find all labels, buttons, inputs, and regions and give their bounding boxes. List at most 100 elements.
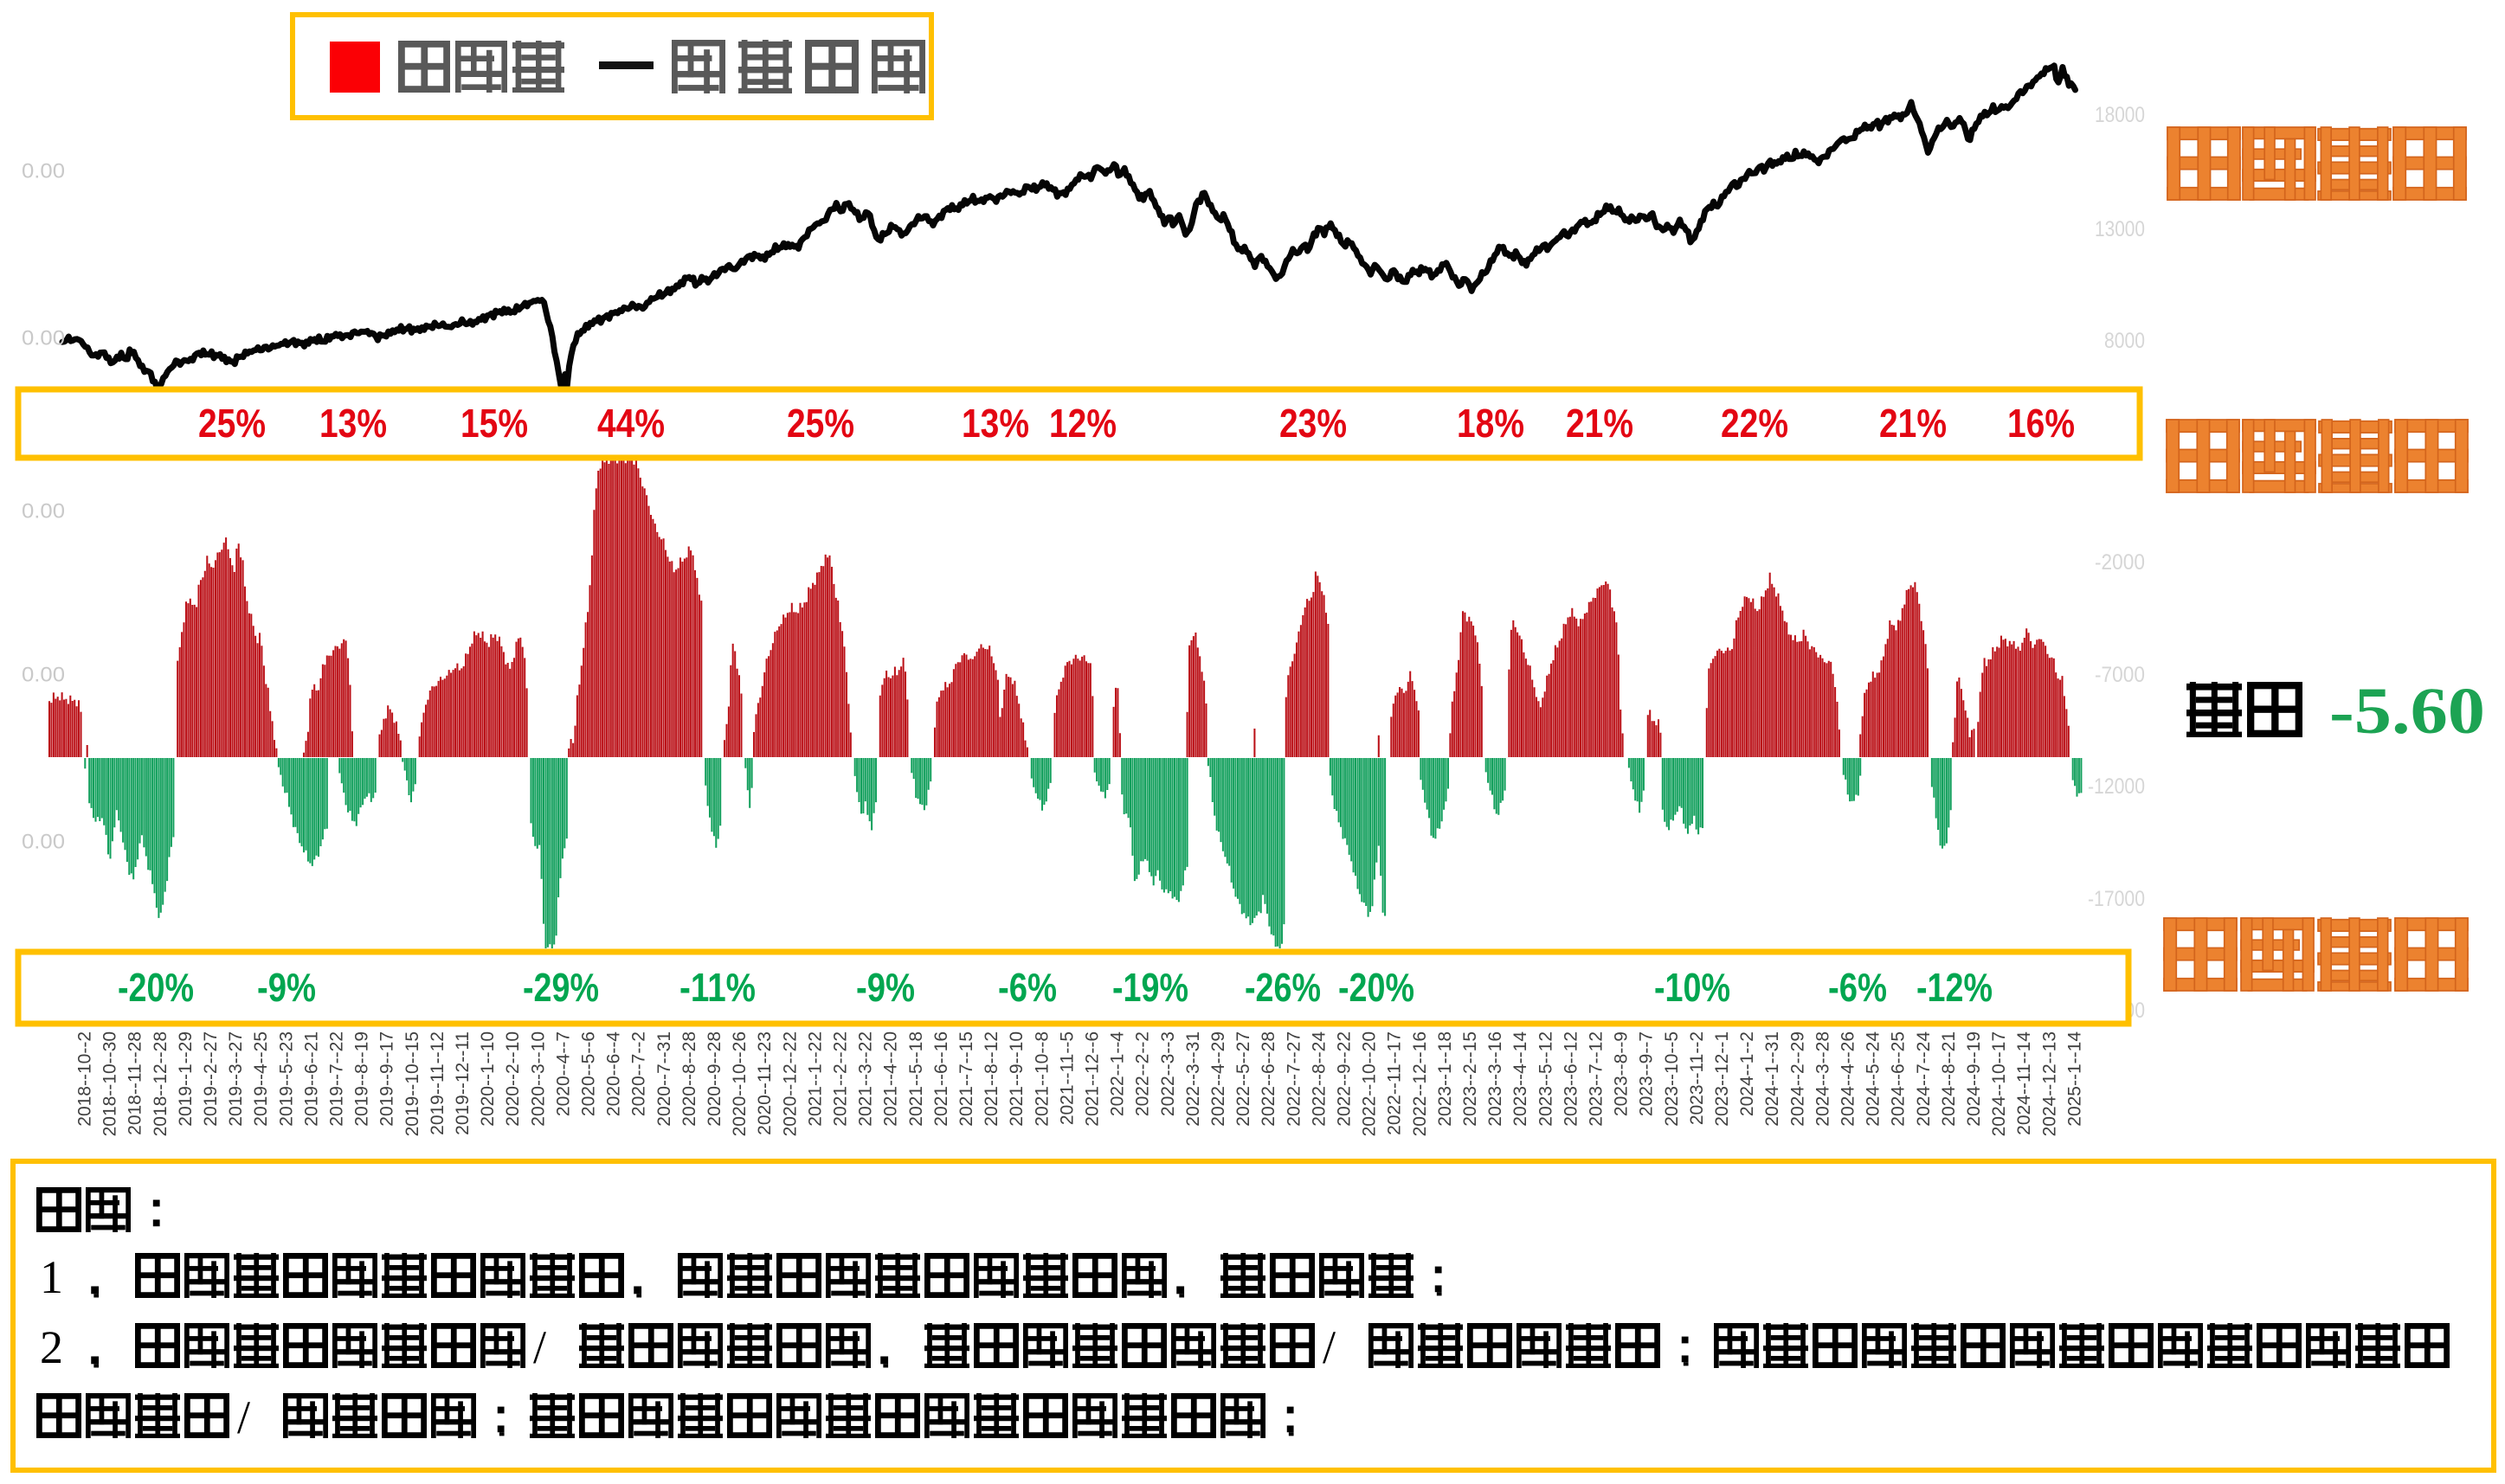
svg-text:2024--10--17: 2024--10--17 [1989, 1031, 2009, 1136]
svg-text:2020--9--28: 2020--9--28 [705, 1031, 724, 1127]
svg-text:23%: 23% [1279, 401, 1347, 446]
svg-text:-9%: -9% [257, 965, 316, 1010]
svg-text:25%: 25% [787, 401, 854, 446]
svg-text:2020--6--4: 2020--6--4 [604, 1031, 624, 1116]
svg-text:-7000: -7000 [2095, 663, 2145, 687]
svg-text:2022--4--29: 2022--4--29 [1208, 1031, 1228, 1127]
svg-text:2023--2--15: 2023--2--15 [1460, 1031, 1480, 1127]
svg-text:-20%: -20% [118, 965, 194, 1010]
svg-text:13%: 13% [962, 401, 1029, 446]
svg-text:1: 1 [40, 1251, 63, 1303]
svg-text:2024--12--13: 2024--12--13 [2039, 1031, 2059, 1136]
svg-text:2018--12--28: 2018--12--28 [151, 1031, 171, 1136]
svg-text:0.00: 0.00 [22, 160, 65, 183]
svg-text:2023--8--9: 2023--8--9 [1612, 1031, 1632, 1116]
svg-text:2020--12--22: 2020--12--22 [780, 1031, 800, 1136]
svg-text:2024--6--25: 2024--6--25 [1889, 1031, 1909, 1127]
svg-text:/: / [237, 1391, 250, 1443]
svg-text:2024--9--19: 2024--9--19 [1964, 1031, 1984, 1127]
svg-text:2022--9--22: 2022--9--22 [1335, 1031, 1355, 1127]
svg-text:2024--5--24: 2024--5--24 [1864, 1031, 1884, 1127]
svg-text:2: 2 [40, 1321, 63, 1373]
svg-text:-6%: -6% [998, 965, 1057, 1010]
svg-text:2023--7--12: 2023--7--12 [1587, 1031, 1607, 1127]
svg-text:2020--1--10: 2020--1--10 [478, 1031, 498, 1127]
svg-text:2021--8--12: 2021--8--12 [982, 1031, 1001, 1127]
svg-text:2022--3--3: 2022--3--3 [1158, 1031, 1178, 1116]
svg-text:0.00: 0.00 [22, 500, 65, 524]
svg-text:2018--11--28: 2018--11--28 [126, 1031, 145, 1135]
svg-text:2020--10--26: 2020--10--26 [730, 1031, 750, 1136]
svg-text:-19%: -19% [1112, 965, 1188, 1010]
svg-text:15%: 15% [460, 401, 528, 446]
svg-text:2022--6--28: 2022--6--28 [1259, 1031, 1278, 1127]
svg-text:2020--7--2: 2020--7--2 [629, 1031, 649, 1116]
svg-text:2022--2--2: 2022--2--2 [1133, 1031, 1153, 1116]
svg-text:2019--9--17: 2019--9--17 [377, 1031, 397, 1127]
svg-text:2021--3--22: 2021--3--22 [856, 1031, 876, 1127]
svg-text:/: / [1323, 1321, 1336, 1373]
svg-text:21%: 21% [1879, 401, 1947, 446]
svg-text:-9%: -9% [856, 965, 915, 1010]
svg-text:2021--12--6: 2021--12--6 [1083, 1031, 1103, 1127]
svg-text:2024--3--28: 2024--3--28 [1813, 1031, 1832, 1127]
svg-text:2019--11--12: 2019--11--12 [428, 1031, 448, 1135]
svg-text:2019--2--27: 2019--2--27 [201, 1031, 221, 1127]
svg-text:18000: 18000 [2095, 103, 2145, 127]
svg-text:13000: 13000 [2095, 217, 2145, 241]
svg-text:21%: 21% [1566, 401, 1633, 446]
svg-text:2022--11--17: 2022--11--17 [1385, 1031, 1405, 1135]
svg-text:0.00: 0.00 [22, 664, 65, 687]
svg-text:2019--7--22: 2019--7--22 [327, 1031, 347, 1127]
svg-text:2019--3--27: 2019--3--27 [226, 1031, 246, 1127]
svg-text:2022--7--27: 2022--7--27 [1284, 1031, 1304, 1127]
svg-text:2018--10--30: 2018--10--30 [100, 1031, 120, 1136]
svg-text:2023--4--14: 2023--4--14 [1510, 1031, 1530, 1127]
svg-text:2023--12--1: 2023--12--1 [1712, 1031, 1732, 1127]
svg-text:-11%: -11% [679, 965, 756, 1010]
svg-text:2024--1--2: 2024--1--2 [1737, 1031, 1757, 1116]
svg-text:2022--5--27: 2022--5--27 [1233, 1031, 1253, 1127]
svg-text:2020--11--23: 2020--11--23 [755, 1031, 775, 1135]
svg-text:2024--1--31: 2024--1--31 [1762, 1031, 1782, 1127]
svg-text:2021--1--22: 2021--1--22 [805, 1031, 825, 1127]
svg-text:2019--4--25: 2019--4--25 [251, 1031, 271, 1127]
svg-text:2021--2--22: 2021--2--22 [831, 1031, 851, 1127]
svg-text:16%: 16% [2007, 401, 2075, 446]
svg-text:2023--9--7: 2023--9--7 [1637, 1031, 1657, 1116]
svg-text:2024--7--24: 2024--7--24 [1914, 1031, 1934, 1127]
svg-text:2023--11--2: 2023--11--2 [1687, 1031, 1707, 1125]
svg-text:-10%: -10% [1654, 965, 1730, 1010]
svg-text:-29%: -29% [523, 965, 599, 1010]
svg-text:22%: 22% [1721, 401, 1788, 446]
svg-text:2019--5--23: 2019--5--23 [276, 1031, 296, 1127]
svg-text:2020--7--31: 2020--7--31 [654, 1031, 674, 1127]
svg-text:-26%: -26% [1245, 965, 1321, 1010]
svg-text:-17000: -17000 [2088, 887, 2145, 911]
svg-text:2020--2--10: 2020--2--10 [503, 1031, 523, 1127]
svg-text:2019--6--21: 2019--6--21 [301, 1031, 321, 1127]
svg-text:-6%: -6% [1828, 965, 1887, 1010]
svg-text:2020--8--28: 2020--8--28 [679, 1031, 699, 1127]
svg-text:2021--5--18: 2021--5--18 [906, 1031, 926, 1127]
svg-text:2019--1--29: 2019--1--29 [176, 1031, 196, 1127]
svg-text:13%: 13% [319, 401, 387, 446]
svg-text:2024--4--26: 2024--4--26 [1839, 1031, 1858, 1127]
svg-text:2019--8--19: 2019--8--19 [352, 1031, 372, 1127]
svg-text:2022--10--20: 2022--10--20 [1360, 1031, 1380, 1136]
svg-text:2021--9--10: 2021--9--10 [1007, 1031, 1027, 1127]
svg-text:2019--10--15: 2019--10--15 [402, 1031, 422, 1136]
svg-text:2022--1--4: 2022--1--4 [1108, 1031, 1128, 1116]
svg-text:2024--8--21: 2024--8--21 [1939, 1031, 1959, 1127]
svg-text:2021--11--5: 2021--11--5 [1057, 1031, 1077, 1125]
svg-text:/: / [533, 1321, 546, 1373]
svg-text:8000: 8000 [2104, 329, 2145, 353]
svg-text:2022--3--31: 2022--3--31 [1183, 1031, 1203, 1127]
svg-text:18%: 18% [1457, 401, 1524, 446]
svg-text:2023--1--18: 2023--1--18 [1435, 1031, 1455, 1127]
svg-text:2020--3--10: 2020--3--10 [528, 1031, 548, 1127]
svg-text:-12000: -12000 [2088, 774, 2145, 799]
svg-text:2021--10--8: 2021--10--8 [1032, 1031, 1052, 1127]
svg-text:2019--12--11: 2019--12--11 [453, 1031, 473, 1135]
svg-text:-12%: -12% [1916, 965, 1993, 1010]
